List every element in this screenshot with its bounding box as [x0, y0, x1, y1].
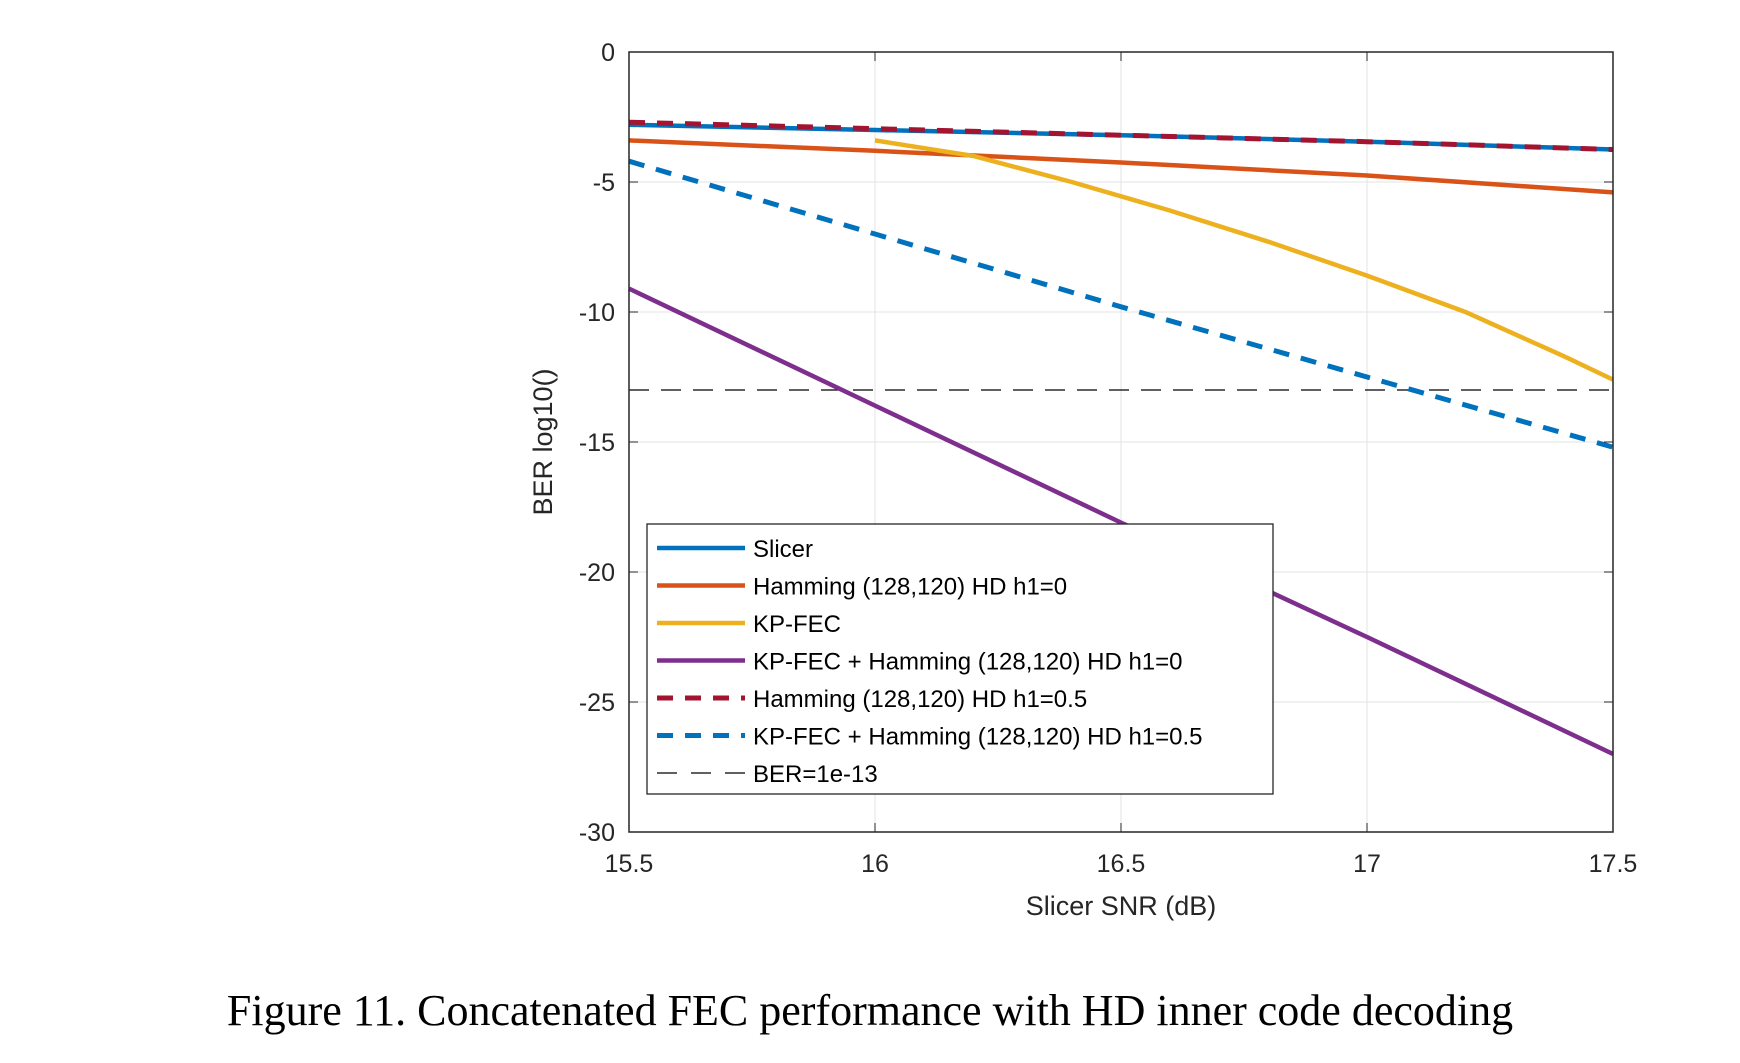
legend-label: KP-FEC + Hamming (128,120) HD h1=0.5: [753, 724, 1203, 751]
legend-box: [646, 523, 1274, 795]
y-tick-label: -10: [579, 299, 615, 327]
series-line: [628, 119, 1614, 152]
legend-label: BER=1e-13: [753, 761, 878, 788]
legend: Slicer Hamming (128,120) HD h1=0 KP-FEC KP-…: [646, 523, 1274, 795]
legend-label: KP-FEC + Hamming (128,120) HD h1=0: [753, 649, 1183, 676]
x-tick-label: 17.5: [1589, 850, 1638, 878]
y-tick-label: -30: [579, 819, 615, 847]
legend-label: Hamming (128,120) HD h1=0: [753, 574, 1067, 601]
y-tick-label: -20: [579, 559, 615, 587]
y-tick-label: -25: [579, 689, 615, 717]
figure-caption: Figure 11. Concatenated FEC performance …: [226, 986, 1514, 1035]
ticks: 15.5 16 16.5 17 17.5 0 -5 -10 -15 -20 -25 -30: [579, 39, 1637, 878]
series-line: [628, 286, 1614, 757]
legend-label: Hamming (128,120) HD h1=0.5: [753, 686, 1087, 713]
x-tick-label: 16.5: [1097, 850, 1146, 878]
legend-label: Slicer: [753, 536, 813, 563]
x-tick-label: 16: [861, 850, 889, 878]
x-tick-label: 17: [1353, 850, 1381, 878]
series-line: [628, 138, 1614, 195]
x-axis-label: Slicer SNR (dB): [1026, 891, 1217, 921]
series-lines: [628, 119, 1614, 757]
y-tick-label: -5: [593, 169, 615, 197]
y-tick-label: -15: [579, 429, 615, 457]
x-tick-label: 15.5: [605, 850, 654, 878]
legend-label: KP-FEC: [753, 611, 841, 638]
series-line: [628, 158, 1614, 450]
y-tick-label: 0: [601, 39, 615, 67]
y-axis-label: BER log10(): [528, 368, 558, 515]
chart: 15.5 16 16.5 17 17.5 0 -5 -10 -15 -20 -25 -30 Slice…: [528, 39, 1637, 921]
series-line: [874, 138, 1614, 382]
